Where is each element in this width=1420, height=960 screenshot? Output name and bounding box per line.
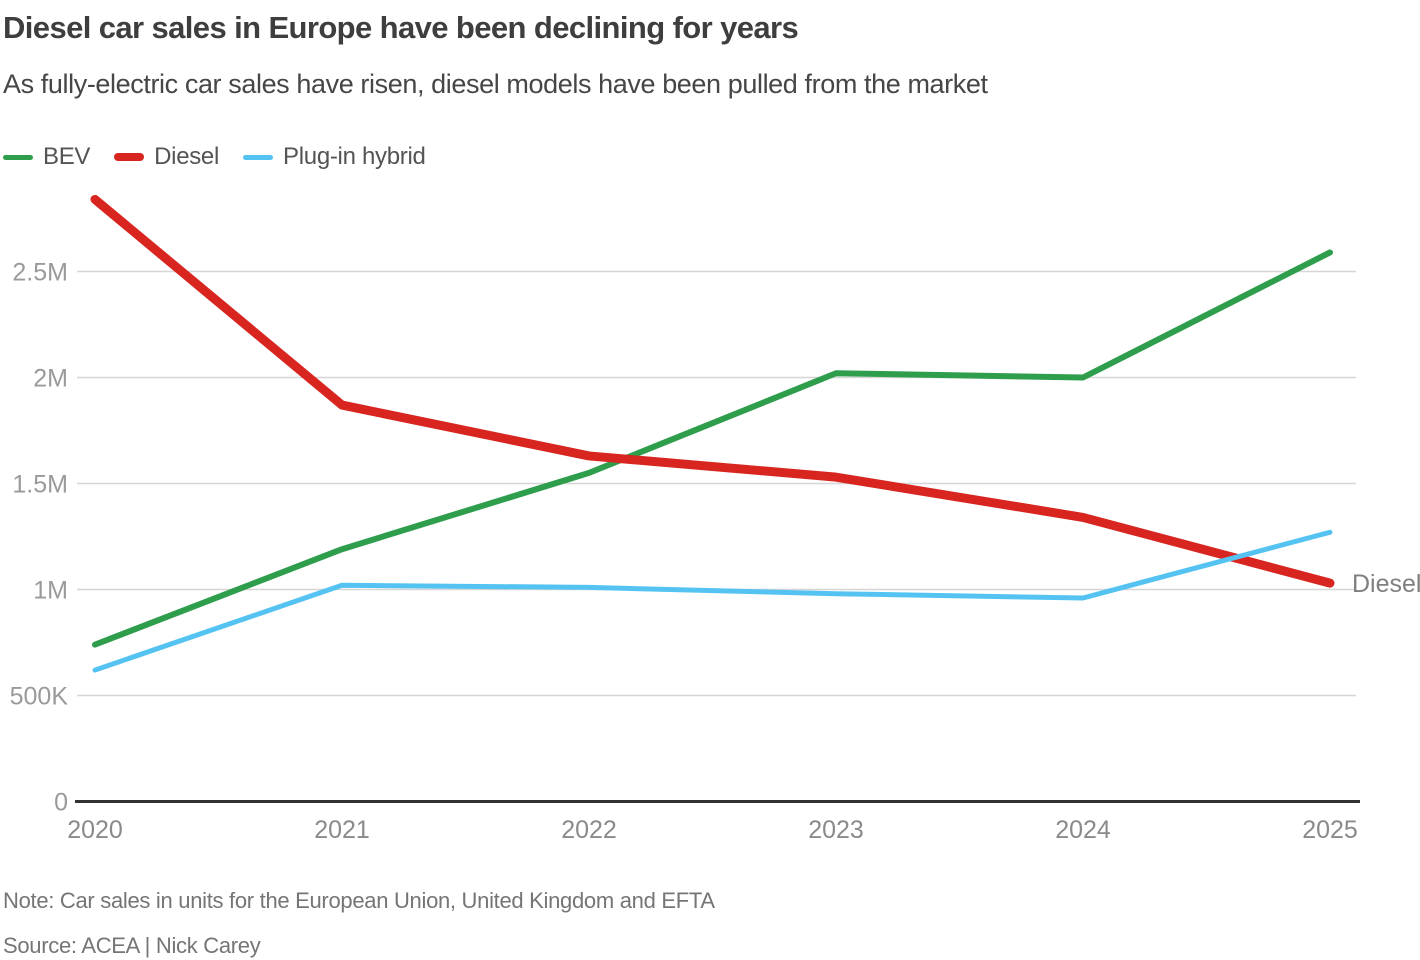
y-tick-label: 0: [54, 789, 68, 817]
page-title: Diesel car sales in Europe have been dec…: [3, 10, 799, 45]
series-end-label-diesel: Diesel: [1352, 570, 1420, 598]
legend-item-diesel: Diesel: [114, 143, 219, 171]
series-line-diesel: [90, 194, 1335, 588]
note-text: Note: Car sales in units for the Europea…: [3, 888, 715, 913]
plug-in-hybrid-line-swatch-icon: [243, 154, 274, 160]
y-tick-label: 1M: [33, 577, 68, 605]
y-tick-label: 2M: [33, 365, 68, 393]
y-tick-label: 500K: [10, 683, 69, 711]
x-tick-label: 2023: [808, 816, 864, 844]
y-tick-label: 2.5M: [12, 259, 68, 287]
bev-line-swatch-icon: [3, 154, 33, 160]
source-text: Source: ACEA | Nick Carey: [3, 933, 261, 958]
legend-label-diesel: Diesel: [154, 143, 220, 170]
series-line-bev: [92, 249, 1333, 648]
x-tick-label: 2020: [67, 816, 123, 844]
x-tick-label: 2025: [1302, 816, 1358, 844]
page-subtitle: As fully-electric car sales have risen, …: [3, 69, 988, 99]
legend-label-bev: BEV: [43, 143, 91, 170]
legend-item-bev: BEV: [3, 143, 90, 171]
series-line-plug-in-hybrid: [92, 529, 1333, 673]
legend-item-plug-in-hybrid: Plug-in hybrid: [243, 143, 426, 171]
x-tick-label: 2024: [1055, 816, 1111, 844]
diesel-line-swatch-icon: [114, 153, 145, 161]
y-tick-label: 1.5M: [12, 471, 68, 499]
x-tick-label: 2021: [314, 816, 370, 844]
legend: BEV Diesel Plug-in hybrid: [3, 143, 450, 171]
legend-label-plug-in-hybrid: Plug-in hybrid: [283, 143, 426, 170]
x-tick-label: 2022: [561, 816, 617, 844]
